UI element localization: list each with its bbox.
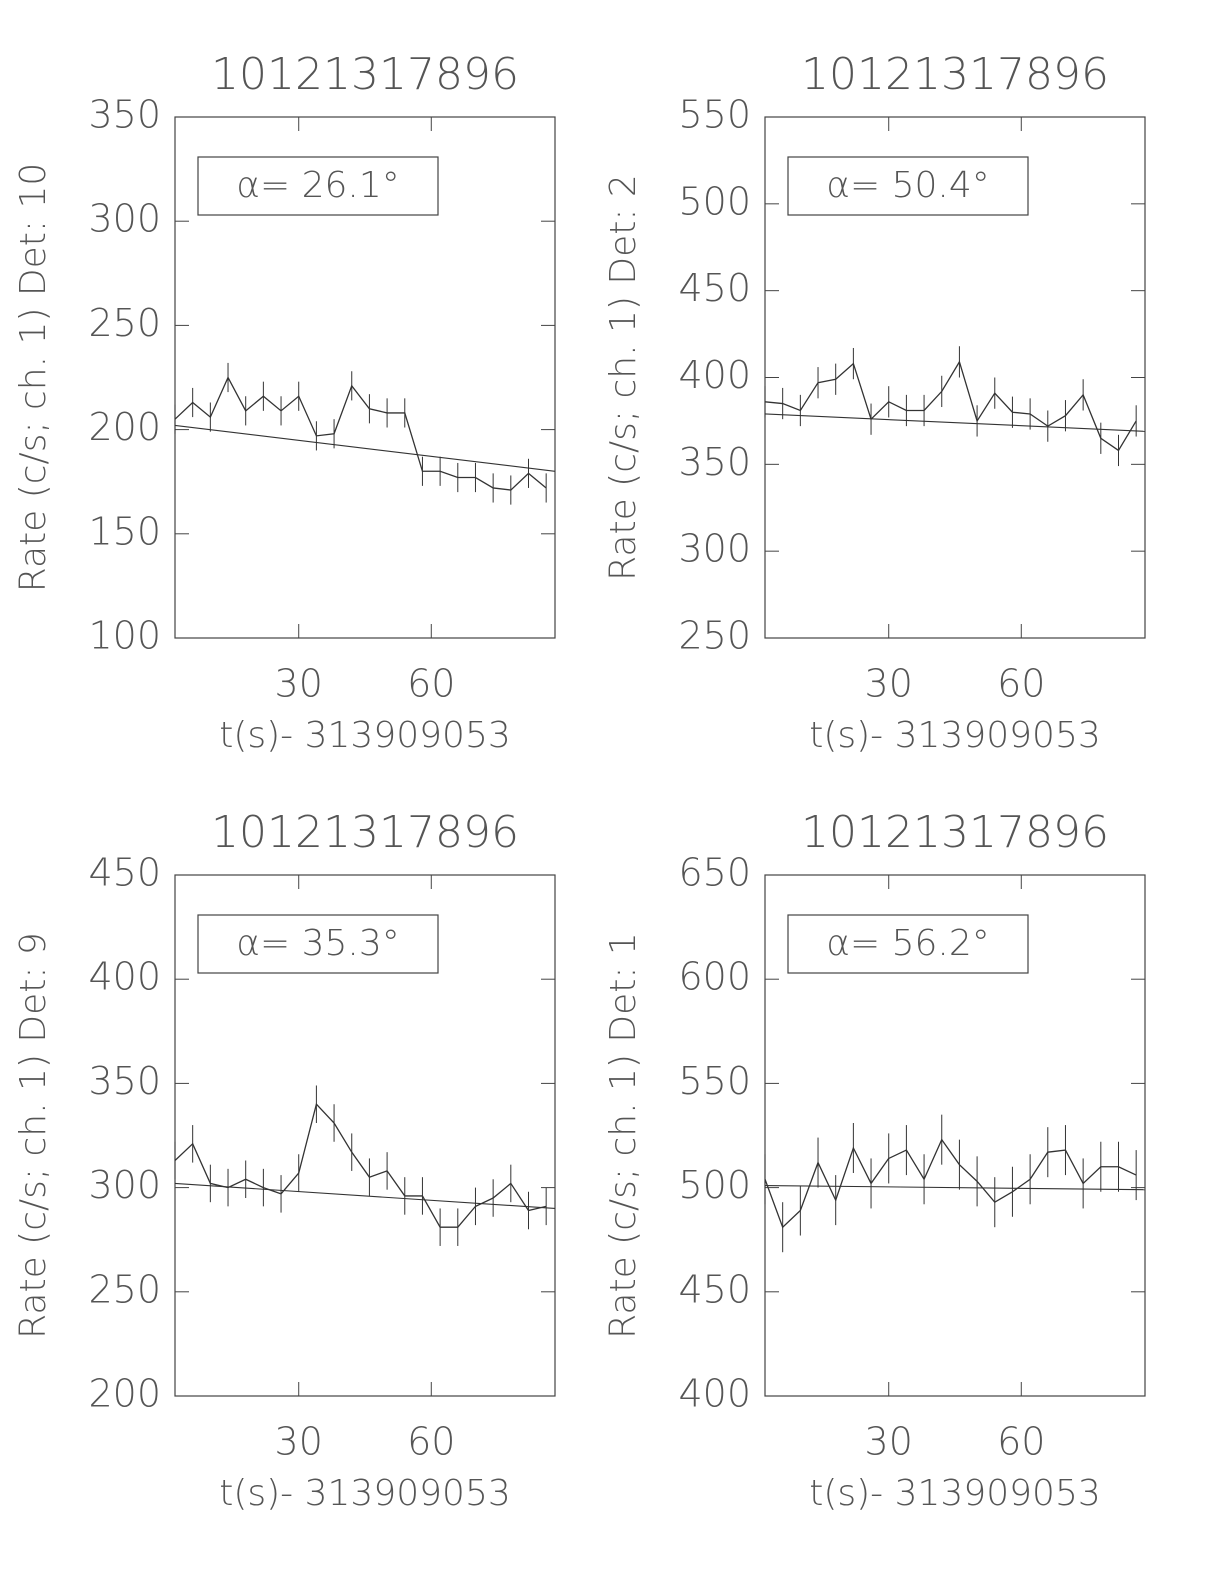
y-tick-label: 200 [88,1372,161,1416]
x-tick-label: 30 [865,662,913,706]
fit-line [174,1182,556,1209]
y-axis-label: Rate (c/s; ch. 1) Det: 2 [603,174,644,581]
y-tick-label: 150 [88,509,161,553]
annotation: α= 50.4° [826,165,990,206]
plot-frame [174,116,556,639]
y-tick-label: 100 [88,614,161,658]
x-tick-label: 30 [275,1420,323,1464]
x-axis-label: t(s)- 313909053 [809,1473,1101,1514]
x-tick-label: 60 [407,662,455,706]
y-tick-label: 400 [88,955,161,999]
y-tick-label: 450 [88,851,161,895]
y-tick-label: 450 [678,1267,751,1311]
y-tick-label: 200 [88,405,161,449]
plot-frame [764,874,1146,1397]
x-axis-label: t(s)- 313909053 [219,1473,511,1514]
y-tick-label: 300 [678,527,751,571]
annotation-box [787,156,1029,216]
y-axis-label: Rate (c/s; ch. 1) Det: 1 [603,932,644,1339]
y-tick-label: 450 [678,266,751,310]
x-tick-label: 60 [997,662,1045,706]
chart-title: 10121317896 [801,49,1109,100]
x-axis-label: t(s)- 313909053 [809,715,1101,756]
annotation-box [197,156,439,216]
chart-title: 10121317896 [801,807,1109,858]
annotation-box [787,914,1029,974]
chart-title: 10121317896 [211,49,519,100]
data-line [764,1138,1137,1229]
plot-frame [764,116,1146,639]
fit-line [764,1184,1146,1191]
y-tick-label: 350 [88,93,161,137]
data-line [764,360,1137,452]
y-tick-label: 650 [678,851,751,895]
annotation: α= 56.2° [826,923,990,964]
annotation: α= 26.1° [236,165,400,206]
y-tick-label: 250 [88,1267,161,1311]
x-tick-label: 30 [865,1420,913,1464]
fit-line [174,424,556,472]
y-tick-label: 350 [88,1059,161,1103]
y-tick-label: 300 [88,197,161,241]
chart-title: 10121317896 [211,807,519,858]
annotation-box [197,914,439,974]
plot-frame [174,874,556,1397]
y-tick-label: 500 [678,1163,751,1207]
fit-line [764,413,1146,432]
data-line [174,376,547,491]
annotation: α= 35.3° [236,923,400,964]
y-tick-label: 400 [678,353,751,397]
data-line [174,1102,547,1228]
x-tick-label: 60 [997,1420,1045,1464]
x-tick-label: 60 [407,1420,455,1464]
y-axis-label: Rate (c/s; ch. 1) Det: 9 [13,932,54,1339]
y-tick-label: 250 [88,301,161,345]
y-tick-label: 550 [678,93,751,137]
y-tick-label: 250 [678,614,751,658]
y-tick-label: 300 [88,1163,161,1207]
x-tick-label: 30 [275,662,323,706]
y-tick-label: 550 [678,1059,751,1103]
x-axis-label: t(s)- 313909053 [219,715,511,756]
y-tick-label: 500 [678,179,751,223]
y-tick-label: 350 [678,440,751,484]
y-axis-label: Rate (c/s; ch. 1) Det: 10 [13,163,54,593]
y-tick-label: 400 [678,1372,751,1416]
y-tick-label: 600 [678,955,751,999]
